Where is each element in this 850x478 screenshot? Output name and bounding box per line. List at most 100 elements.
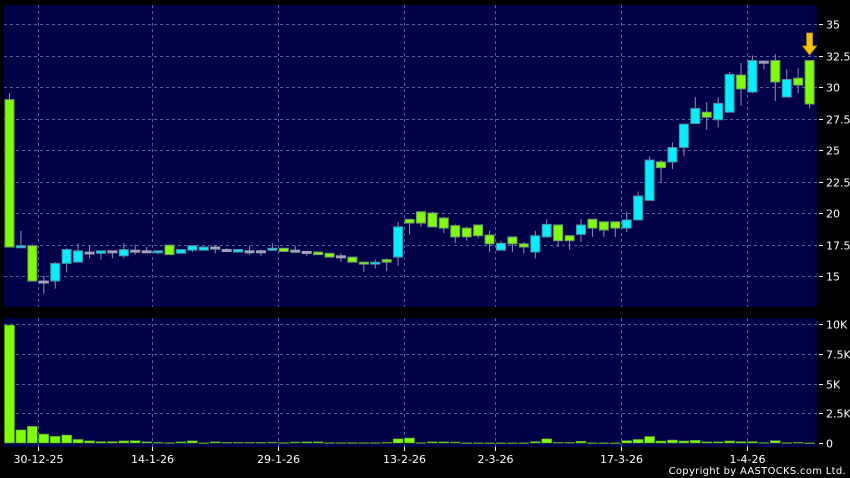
candle [210, 245, 221, 254]
volume-bar [564, 442, 575, 444]
volume-bar [609, 442, 621, 444]
candle [118, 243, 129, 259]
volume-bar [335, 442, 347, 444]
candle-body [73, 250, 84, 263]
candle-body [198, 246, 209, 251]
volume-bar [758, 442, 770, 444]
x-tick-label: 30-12-25 [14, 453, 64, 466]
candle [770, 54, 781, 101]
volume-bar [95, 441, 107, 444]
candle [27, 244, 38, 282]
candle-body [324, 252, 335, 258]
price-tick-label: 27.5 [826, 114, 850, 127]
volume-bar [221, 442, 232, 444]
x-tick-label: 2-3-26 [478, 453, 514, 466]
volume-tick-label: 0 [826, 438, 833, 451]
candle-body [587, 218, 598, 229]
x-tick-label: 13-2-26 [383, 453, 426, 466]
candle-body [404, 218, 415, 224]
candle-body [758, 60, 769, 64]
candle-body [610, 221, 621, 229]
candle [393, 221, 404, 266]
candle [461, 226, 472, 241]
price-tick-label: 25 [826, 145, 840, 158]
candle [244, 245, 255, 255]
candle [404, 218, 415, 235]
candle [507, 236, 518, 253]
candle-body [278, 247, 289, 252]
volume-bar [301, 441, 312, 444]
candle-body [804, 60, 815, 105]
candle [667, 142, 678, 169]
candle-body [84, 251, 95, 255]
candle-body [495, 242, 506, 251]
volume-bar [324, 442, 335, 444]
candle [61, 248, 72, 273]
candle-body [415, 211, 426, 224]
volume-bar [632, 439, 644, 444]
volume-bar [38, 433, 50, 444]
candle-body [15, 245, 26, 249]
candle [358, 261, 369, 273]
candle-body [141, 250, 152, 254]
volume-bar [369, 442, 381, 444]
volume-bar [347, 442, 358, 444]
candle [747, 55, 758, 94]
volume-bar [792, 442, 804, 444]
volume-bar [667, 439, 678, 444]
candle [255, 249, 266, 256]
volume-bar [747, 441, 758, 444]
candle-body [153, 250, 164, 254]
volume-bar [4, 324, 15, 444]
candle [633, 191, 644, 221]
x-tick-label: 17-3-26 [600, 453, 643, 466]
candle [530, 230, 541, 259]
volume-bar [358, 442, 370, 444]
volume-bar [644, 436, 655, 444]
candle-body [358, 261, 369, 265]
candle-body [678, 123, 689, 148]
candle [381, 258, 392, 271]
candle [313, 251, 324, 256]
candle [153, 250, 164, 255]
candle [4, 93, 15, 248]
candle-body [438, 217, 449, 229]
volume-bar [541, 438, 553, 444]
candle-body [713, 102, 724, 121]
volume-bar [438, 441, 450, 444]
candle [233, 249, 244, 253]
candle-body [553, 224, 564, 242]
volume-panel [4, 318, 817, 447]
candle [427, 211, 438, 228]
volume-bar [678, 440, 690, 444]
volume-bar [118, 440, 130, 444]
candle-body [164, 244, 175, 256]
volume-bar [598, 442, 610, 444]
down-arrow-icon [801, 32, 818, 56]
candle [518, 241, 529, 254]
candle [484, 230, 495, 253]
candle-body [233, 249, 244, 253]
price-tick-label: 35 [826, 19, 840, 32]
volume-bar [472, 442, 484, 444]
candle-body [633, 195, 644, 221]
volume-bar [461, 442, 473, 444]
candle-body [724, 73, 735, 113]
volume-bar [427, 441, 438, 444]
candle [415, 211, 426, 227]
candle-body [335, 255, 346, 259]
candle [164, 244, 175, 256]
volume-bar [209, 441, 221, 444]
candle-body [255, 250, 266, 254]
volume-bar [621, 440, 633, 444]
candle [587, 218, 598, 237]
volume-bar [781, 442, 793, 444]
candle [198, 246, 209, 251]
candle [370, 259, 381, 269]
candle [84, 245, 95, 259]
candle [793, 68, 804, 94]
volume-bar [529, 441, 541, 444]
candle [690, 97, 701, 125]
candle-body [187, 245, 198, 251]
